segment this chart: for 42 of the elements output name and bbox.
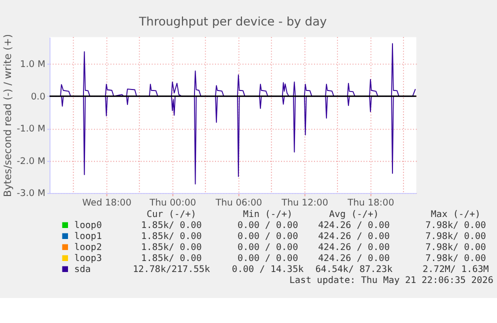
y-tick-label: -2.0 M [16,156,46,167]
text: Min (-/+) [242,208,293,220]
text: 1.85k/ 0.00 [141,252,202,264]
y-tick-label: 1.0 M [20,59,46,70]
text: Cur (-/+) [146,208,196,220]
text: Max (-/+) [430,208,481,220]
text: 64.54k/ 87.23k [315,264,394,275]
text: 2.72M/ 1.63M [422,264,490,275]
text: 1.85k/ 0.00 [141,230,202,242]
text: 12.78k/217.55k [132,264,211,275]
text: Avg (-/+) [329,208,379,220]
x-tick-label: Wed 18:00 [82,197,132,208]
text: 7.98k/ 0.00 [425,230,486,242]
text: 0.00 / 14.35k [232,264,304,275]
text: 0.00 / 0.00 [237,230,298,242]
text: 424.26 / 0.00 [318,230,390,242]
text: 0.00 / 0.00 [237,242,298,253]
y-tick-label: -3.0 M [16,188,46,200]
text: 7.98k/ 0.00 [425,252,486,264]
x-tick-label: Thu 00:00 [148,197,196,208]
legend-label: loop2 [74,242,102,253]
text: 0.00 / 0.00 [237,220,298,231]
text: 1.85k/ 0.00 [141,242,202,253]
text: Last update: Thu May 21 22:06:35 2026 [289,274,494,286]
text: 424.26 / 0.00 [318,220,390,231]
text: 424.26 / 0.00 [318,252,390,264]
legend-label: loop0 [74,220,102,231]
y-tick-label: -1.0 M [16,124,46,135]
legend-label: sda [74,264,91,275]
legend-label: loop1 [74,230,102,242]
x-tick-label: Thu 18:00 [346,197,394,208]
text: 7.98k/ 0.00 [425,242,486,253]
y-tick-label: 0.0 [30,91,46,102]
text: 1.85k/ 0.00 [141,220,202,231]
legend-label: loop3 [74,252,102,264]
text: 7.98k/ 0.00 [425,220,486,231]
text: 0.00 / 0.00 [237,252,298,264]
x-tick-label: Thu 12:00 [280,197,328,208]
chart-title: Throughput per device - by day [138,14,327,28]
y-axis-title: Bytes/second read (-) / write (+) [3,34,14,197]
text: 424.26 / 0.00 [318,242,390,253]
x-tick-label: Thu 06:00 [214,197,262,208]
